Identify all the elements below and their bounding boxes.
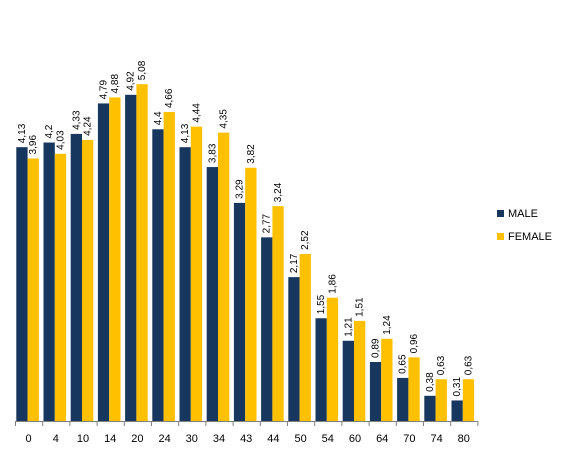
x-tick-label: 50 [294,433,306,445]
data-label-male: 3,83 [207,143,218,163]
bar-female [299,253,311,421]
bars-layer [16,84,475,422]
data-label-male: 0,89 [371,338,382,358]
x-tick-label: 80 [458,433,470,445]
bar-male [424,395,436,421]
bar-male [16,147,28,421]
data-label-female: 0,63 [436,355,447,375]
legend-label-female: FEMALE [508,230,553,243]
data-label-female: 3,24 [273,182,284,202]
data-label-male: 4,2 [44,124,55,138]
data-label-female: 4,35 [219,109,230,129]
data-label-male: 2,17 [289,253,300,273]
bar-male [315,318,327,421]
data-label-male: 4,79 [99,80,110,100]
data-label-female: 1,51 [355,297,366,317]
data-label-male: 2,77 [262,213,273,233]
bar-female [136,84,148,422]
data-label-female: 4,03 [55,130,66,150]
x-tick-label: 70 [403,433,415,445]
bar-male [369,361,382,421]
legend-label-male: MALE [508,207,538,220]
x-tick-label: 20 [131,433,143,445]
legend: MALE FEMALE [497,207,552,253]
data-label-female: 1,24 [382,315,393,335]
x-tick-label: 44 [267,433,279,445]
data-label-male: 0,38 [425,372,436,392]
bar-male [233,202,246,421]
data-label-female: 4,88 [110,74,121,94]
data-label-female: 4,66 [164,88,175,108]
x-tick-label: 64 [376,433,388,445]
legend-item-male: MALE [497,207,552,220]
bar-female [408,357,420,421]
x-tick-label: 30 [186,433,198,445]
x-tick-label: 14 [104,433,116,445]
bar-female [381,338,393,421]
data-label-male: 1,21 [343,317,354,337]
bar-female [190,126,203,422]
data-label-male: 4,92 [126,71,137,91]
data-labels-layer: 4,133,964,2 4,034,33 4,244,79 4,88 4,925,084… [17,60,475,396]
data-label-male: 0,31 [452,377,463,397]
data-label-female: 2,52 [300,230,311,250]
legend-swatch-female [497,233,504,240]
x-tick-label: 24 [158,433,170,445]
data-label-male: 4,4 [153,111,164,125]
x-tick-label: 4 [53,433,59,445]
x-tick-label: 43 [240,433,252,445]
bar-male [261,237,273,421]
bar-female [354,320,366,421]
x-tick-label: 0 [26,433,32,445]
data-label-female: 5,08 [137,60,148,80]
bar-male [179,147,191,421]
bar-male [342,340,354,421]
data-label-female: 0,96 [409,333,420,353]
data-label-male: 4,13 [17,123,28,143]
bar-female [326,297,339,421]
legend-swatch-male [497,210,504,217]
bar-female [462,379,475,421]
data-label-male: 4,33 [71,110,82,130]
bar-female [109,97,121,422]
data-label-male: 0,65 [398,354,409,374]
bar-male [97,103,110,421]
data-label-female: 3,96 [28,135,39,155]
bar-male [152,129,164,421]
data-label-female: 1,86 [327,274,338,294]
bar-female [27,158,39,421]
bar-male [288,277,300,421]
x-tick-label: 74 [430,433,442,445]
bar-female [435,379,447,421]
bar-female [272,206,284,421]
data-label-female: 0,63 [463,355,474,375]
legend-item-female: FEMALE [497,230,552,243]
data-label-female: 4,24 [83,116,94,136]
bar-female [218,132,230,421]
data-label-female: 3,82 [246,144,257,164]
bar-male [43,142,55,422]
bar-male [125,94,137,421]
x-tick-label: 60 [349,433,361,445]
data-label-male: 1,55 [316,294,327,314]
bar-male [397,377,409,421]
x-tick-label: 34 [213,433,225,445]
x-axis-ticks: 0 4 10 14 20 24 30 34 43 44 50 54 60 64 70 74 80 [15,421,479,445]
bar-female [245,167,257,421]
bar-female [163,112,175,422]
bar-male [70,133,82,421]
bar-male [206,167,218,421]
data-label-female: 4,44 [191,103,202,123]
x-tick-label: 10 [77,433,89,445]
bar-female [82,139,94,421]
bar-female [54,153,67,421]
x-tick-label: 54 [322,433,334,445]
data-label-male: 3,29 [235,179,246,199]
data-label-male: 4,13 [180,123,191,143]
bar-male [451,400,463,421]
